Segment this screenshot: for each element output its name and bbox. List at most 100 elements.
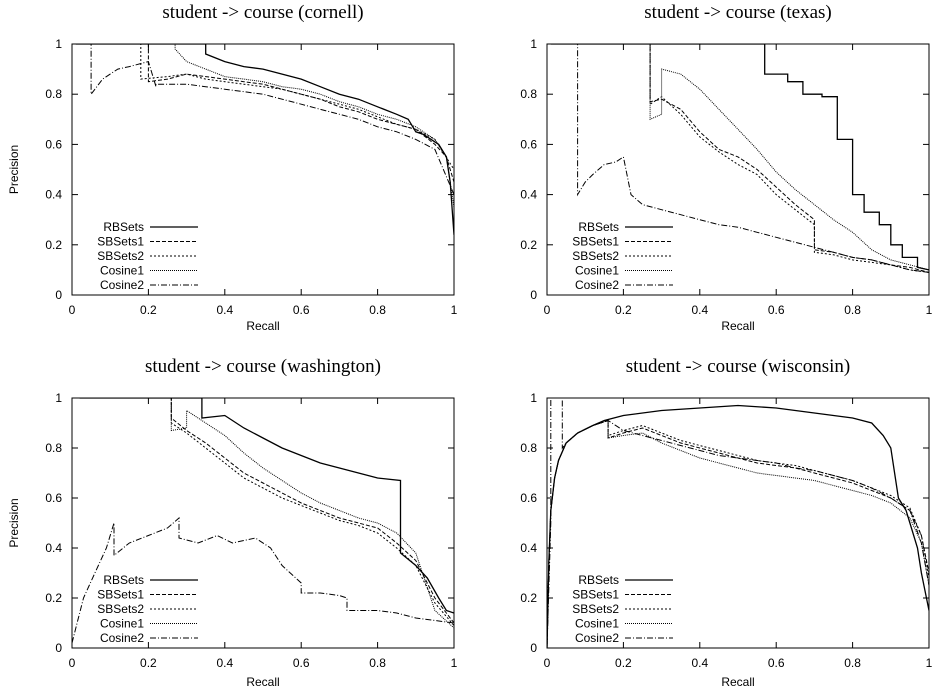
y-tick-label: 0.6: [520, 137, 537, 151]
x-axis-label: Recall: [246, 319, 279, 333]
series-line-cosine2: [550, 44, 929, 273]
x-axis-label: Recall: [721, 675, 754, 689]
series-line-cosine1: [75, 44, 454, 208]
legend-label: Cosine1: [100, 264, 144, 278]
legend-label: SBSets2: [572, 602, 619, 616]
x-tick-label: 0.2: [140, 303, 157, 317]
series-line-rbsets: [550, 44, 929, 271]
y-tick-label: 1: [530, 37, 537, 51]
y-tick-label: 0.6: [45, 491, 62, 505]
series-line-sbsets1: [547, 419, 929, 648]
x-tick-label: 0.8: [369, 303, 386, 317]
legend-label: RBSets: [578, 573, 619, 587]
y-tick-label: 0.2: [45, 238, 62, 252]
series-line-rbsets: [75, 44, 454, 235]
x-tick-label: 0: [544, 303, 551, 317]
series-line-cosine2: [72, 516, 454, 644]
legend-label: SBSets2: [572, 249, 619, 263]
x-tick-label: 0.8: [369, 656, 386, 670]
x-tick-label: 0.4: [691, 303, 708, 317]
legend-label: Cosine2: [575, 631, 619, 645]
x-tick-label: 0.8: [844, 303, 861, 317]
legend-label: SBSets2: [97, 602, 144, 616]
y-tick-label: 0.6: [520, 491, 537, 505]
y-tick-label: 0.8: [520, 87, 537, 101]
x-tick-label: 1: [926, 303, 933, 317]
legend-label: SBSets1: [97, 235, 144, 249]
legend-label: SBSets2: [97, 249, 144, 263]
series-line-cosine1: [79, 398, 454, 629]
y-tick-label: 0: [55, 641, 62, 655]
y-tick-label: 0.4: [45, 541, 62, 555]
legend-label: Cosine1: [575, 617, 619, 631]
legend-label: SBSets1: [572, 588, 619, 602]
legend-label: Cosine1: [100, 617, 144, 631]
x-tick-label: 0: [69, 303, 76, 317]
x-tick-label: 0.4: [216, 303, 233, 317]
x-tick-label: 0.4: [691, 656, 708, 670]
legend-label: Cosine1: [575, 264, 619, 278]
x-tick-label: 0.6: [768, 656, 785, 670]
x-tick-label: 0.6: [293, 303, 310, 317]
series-line-cosine1: [550, 44, 929, 271]
y-tick-label: 1: [55, 391, 62, 405]
chart-title: student -> course (washington): [145, 356, 381, 377]
y-axis-label: Precision: [7, 498, 21, 547]
y-tick-label: 1: [55, 37, 62, 51]
chart-panel-1: student -> course (cornell) 0 0.2 0.4 0.6 0.8…: [7, 2, 458, 333]
legend-label: Cosine2: [100, 278, 144, 292]
legend-label: SBSets1: [572, 235, 619, 249]
y-axis-label: Precision: [7, 145, 21, 194]
chart-panel-3: student -> course (washington) 0 0.2 0.4 0.6…: [7, 356, 458, 689]
y-tick-label: 0.2: [520, 591, 537, 605]
series-line-sbsets2: [79, 398, 454, 626]
series-line-sbsets2: [75, 44, 454, 170]
y-tick-label: 0: [530, 288, 537, 302]
y-tick-label: 0: [55, 288, 62, 302]
x-tick-label: 0.4: [216, 656, 233, 670]
y-tick-label: 1: [530, 391, 537, 405]
series-line-sbsets1: [79, 398, 454, 624]
legend-label: Cosine2: [100, 631, 144, 645]
legend-label: RBSets: [103, 573, 144, 587]
series-line-rbsets: [547, 404, 929, 648]
x-tick-label: 0.6: [293, 656, 310, 670]
legend-label: RBSets: [578, 220, 619, 234]
y-tick-label: 0.4: [45, 188, 62, 202]
y-tick-label: 0.2: [45, 591, 62, 605]
chart-title: student -> course (cornell): [162, 2, 363, 23]
x-tick-label: 0: [544, 656, 551, 670]
y-tick-label: 0.4: [520, 188, 537, 202]
legend-label: SBSets1: [97, 588, 144, 602]
plot-frame: [546, 397, 930, 649]
x-tick-label: 0.2: [140, 656, 157, 670]
x-tick-label: 1: [451, 656, 458, 670]
x-tick-label: 0.6: [768, 303, 785, 317]
series-line-cosine1: [547, 419, 929, 648]
x-tick-label: 1: [451, 303, 458, 317]
series-line-sbsets1: [75, 44, 454, 183]
y-tick-label: 0.4: [520, 541, 537, 555]
x-tick-label: 0.2: [615, 303, 632, 317]
chart-panel-2: student -> course (texas) 0 0.2 0.4 0.6 0.8 1 0…: [520, 2, 932, 333]
legend-label: RBSets: [103, 220, 144, 234]
y-tick-label: 0.8: [520, 441, 537, 455]
y-tick-label: 0.2: [520, 238, 537, 252]
chart-title: student -> course (texas): [644, 2, 831, 23]
x-axis-label: Recall: [721, 319, 754, 333]
series-line-sbsets2: [547, 419, 929, 648]
y-tick-label: 0.8: [45, 87, 62, 101]
x-tick-label: 0.2: [615, 656, 632, 670]
x-tick-label: 1: [926, 656, 933, 670]
y-tick-label: 0.8: [45, 441, 62, 455]
x-tick-label: 0: [69, 656, 76, 670]
series-line-rbsets: [79, 398, 454, 614]
chart-title: student -> course (wisconsin): [626, 356, 850, 377]
legend-label: Cosine2: [575, 278, 619, 292]
series-line-cosine2: [547, 398, 929, 648]
